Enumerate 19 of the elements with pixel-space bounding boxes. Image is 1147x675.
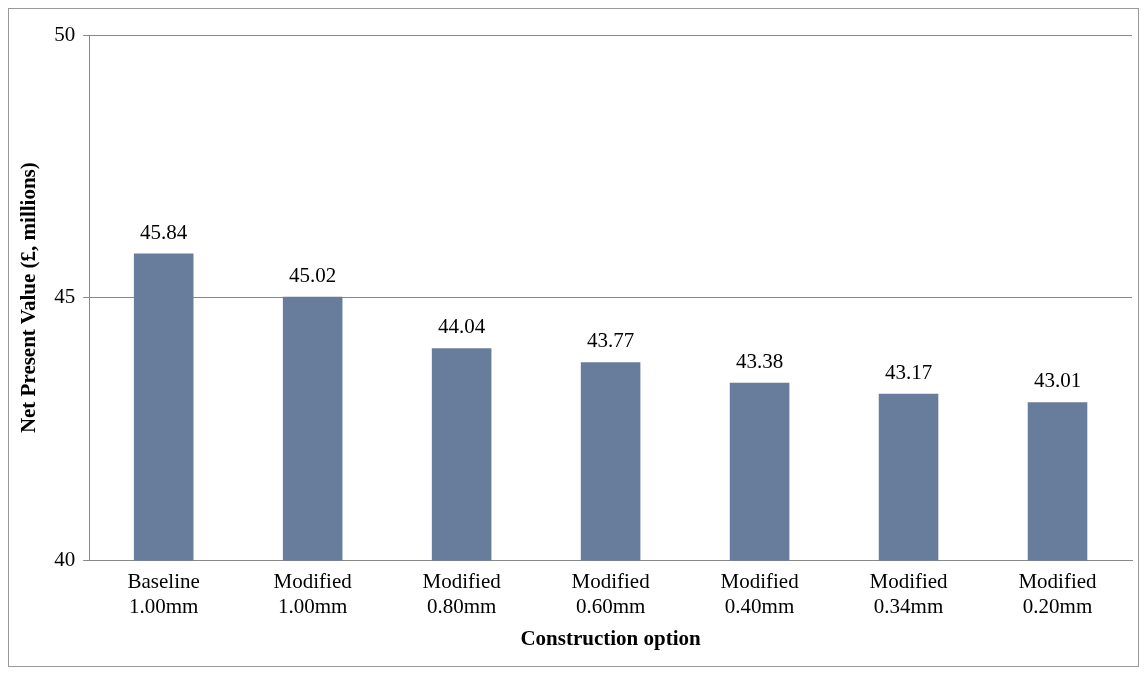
data-label: 44.04 xyxy=(438,314,486,339)
data-label: 43.17 xyxy=(884,359,933,384)
x-tick-label: Modified 0.80mm xyxy=(422,568,502,618)
y-tick-label: 45 xyxy=(54,284,76,309)
data-label: 43.38 xyxy=(735,348,784,373)
data-label: 45.02 xyxy=(289,262,337,287)
x-tick-label: Modified 0.60mm xyxy=(571,568,651,618)
y-axis-title: Net Present Value (£, millions) xyxy=(16,162,41,434)
data-label: 45.84 xyxy=(140,219,188,244)
data-label: 43.77 xyxy=(586,328,635,353)
x-tick-label: Baseline 1.00mm xyxy=(127,568,200,618)
y-tick-label: 40 xyxy=(54,546,76,571)
x-tick-label: Modified 0.40mm xyxy=(720,568,800,618)
y-tick-label: 50 xyxy=(54,21,76,46)
x-tick-label: Modified 0.20mm xyxy=(1018,568,1098,618)
x-tick-label: Modified 0.34mm xyxy=(869,568,949,618)
x-axis-title: Construction option xyxy=(520,625,702,650)
x-tick-label: Modified 1.00mm xyxy=(273,568,353,618)
data-label: 43.01 xyxy=(1033,368,1082,393)
